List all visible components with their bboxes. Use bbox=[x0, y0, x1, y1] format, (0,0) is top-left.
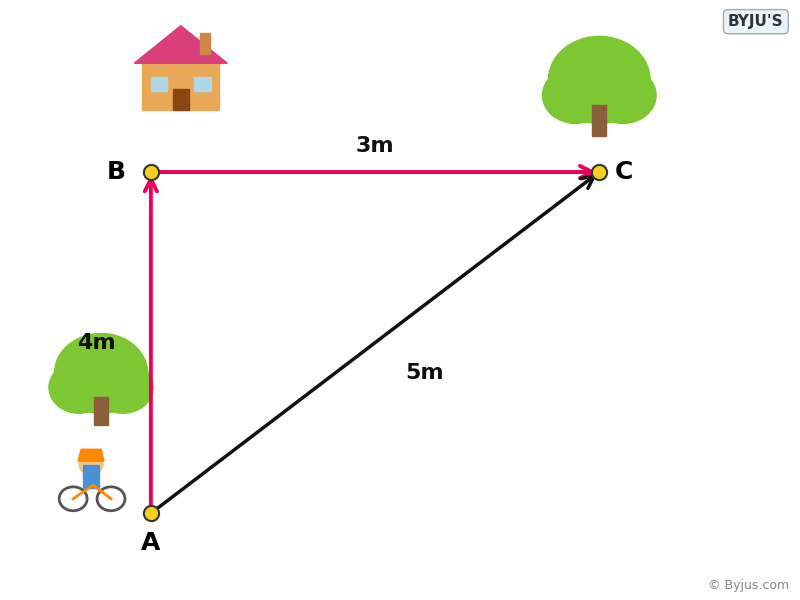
Bar bbox=[173, 89, 189, 110]
Text: BYJU'S: BYJU'S bbox=[728, 14, 784, 29]
Text: A: A bbox=[141, 531, 161, 555]
Point bbox=[145, 508, 158, 518]
Bar bbox=[142, 63, 219, 110]
Circle shape bbox=[54, 334, 148, 413]
Circle shape bbox=[93, 362, 153, 413]
Circle shape bbox=[79, 454, 103, 475]
Point bbox=[593, 167, 606, 177]
Polygon shape bbox=[78, 449, 104, 461]
Circle shape bbox=[49, 362, 110, 413]
Circle shape bbox=[542, 67, 608, 124]
Bar bbox=[83, 464, 99, 488]
Text: B: B bbox=[106, 160, 126, 184]
Point bbox=[145, 167, 158, 177]
Bar bbox=[200, 33, 210, 54]
Text: 3m: 3m bbox=[356, 136, 394, 157]
Bar bbox=[150, 77, 167, 91]
Text: 5m: 5m bbox=[406, 362, 444, 383]
Text: 4m: 4m bbox=[77, 332, 115, 353]
Text: C: C bbox=[615, 160, 634, 184]
Bar bbox=[194, 77, 211, 91]
Polygon shape bbox=[134, 26, 227, 63]
Bar bbox=[592, 106, 606, 136]
Circle shape bbox=[590, 67, 656, 124]
Text: © Byjus.com: © Byjus.com bbox=[707, 579, 789, 592]
Circle shape bbox=[549, 37, 650, 124]
Bar bbox=[94, 397, 108, 425]
